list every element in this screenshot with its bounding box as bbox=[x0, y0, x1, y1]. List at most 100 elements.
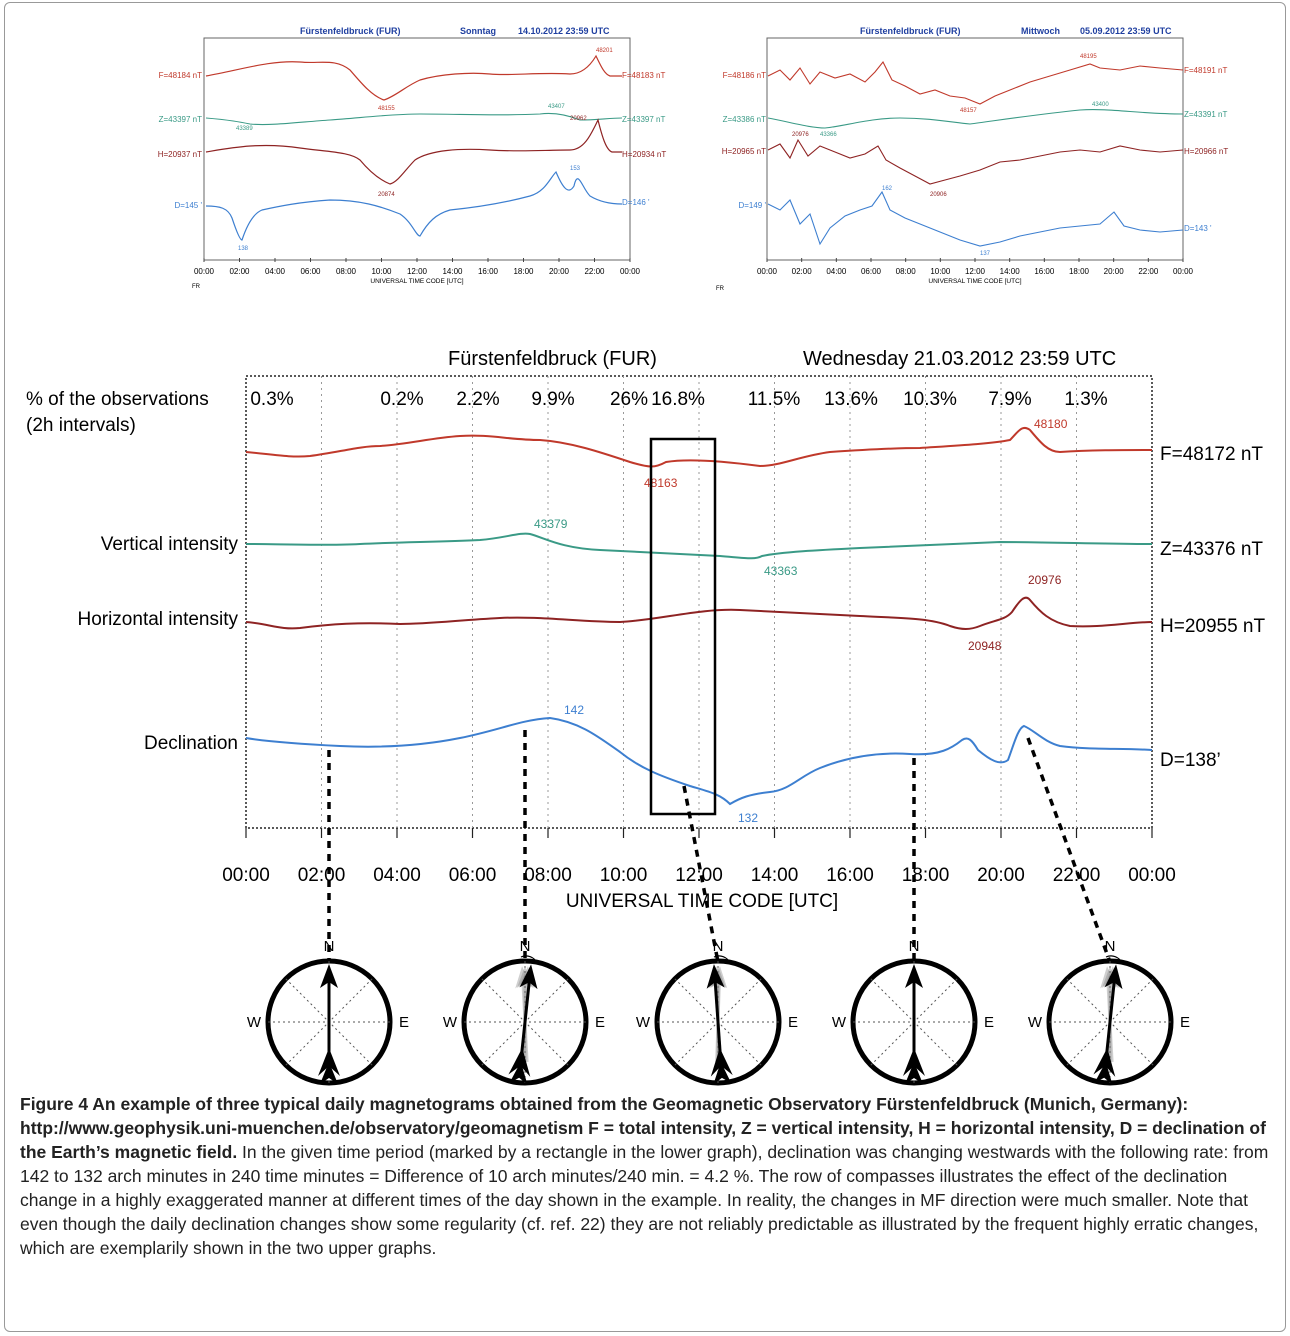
obs-percent-label: 0.3% bbox=[250, 389, 293, 410]
obs-percent-label: 11.5% bbox=[748, 389, 801, 410]
obs-percent-label: 7.9% bbox=[988, 389, 1031, 410]
tick-label: 14:00 bbox=[1000, 267, 1021, 276]
main-h-curve bbox=[245, 596, 1153, 630]
connector-line bbox=[1026, 737, 1112, 963]
obs-percent-row: 0.3% 0.2% 2.2% 9.9% 26% 16.8% 11.5% 13.6% 10.3% 7… bbox=[250, 389, 1107, 410]
main-annotation: 132 bbox=[738, 811, 758, 825]
tick-label: 04:00 bbox=[826, 267, 847, 276]
tr-annotation: 48195 bbox=[1080, 54, 1097, 60]
tick-label: 06:00 bbox=[861, 267, 882, 276]
tick-label: 08:00 bbox=[524, 865, 572, 886]
left-label-declination: Declination bbox=[144, 733, 238, 754]
tl-right-label-z: Z=43397 nT bbox=[622, 115, 665, 124]
compass-label-e: E bbox=[399, 1014, 409, 1031]
tick-label: 14:00 bbox=[751, 865, 799, 886]
obs-percent-label: 26% bbox=[610, 389, 648, 410]
right-label-f: F=48172 nT bbox=[1160, 444, 1263, 465]
tr-left-label-h: H=20965 nT bbox=[722, 147, 766, 156]
tick-label: 20:00 bbox=[1104, 267, 1125, 276]
tl-h-curve bbox=[205, 118, 622, 185]
compass: NSWE bbox=[247, 938, 409, 1086]
tl-annotation: 43389 bbox=[236, 126, 253, 132]
obs-percent-label: 16.8% bbox=[651, 389, 705, 410]
connector-line bbox=[682, 785, 720, 963]
tl-right-label-f: F=48183 nT bbox=[622, 71, 665, 80]
main-annotation: 48163 bbox=[644, 476, 678, 490]
rotation-arrow bbox=[520, 955, 538, 964]
compass-connectors bbox=[327, 730, 1112, 963]
compass-label-e: E bbox=[1180, 1014, 1190, 1031]
left-label-horizontal: Horizontal intensity bbox=[77, 609, 238, 630]
caption-title: Figure 4 An example of three typical dai… bbox=[20, 1094, 1266, 1162]
tl-annotation: 43407 bbox=[548, 104, 565, 110]
obs-label-sub: (2h intervals) bbox=[26, 415, 136, 436]
compass-needle bbox=[903, 964, 925, 1084]
tl-corner: FR bbox=[192, 284, 201, 290]
tick-label: 00:00 bbox=[194, 267, 215, 276]
main-annotation: 20948 bbox=[968, 639, 1002, 653]
compass-label-n: N bbox=[1105, 938, 1116, 955]
compass-label-e: E bbox=[788, 1014, 798, 1031]
tick-label: 00:00 bbox=[1173, 267, 1194, 276]
tl-day: Sonntag bbox=[460, 26, 496, 36]
tl-xlabel: UNIVERSAL TIME CODE [UTC] bbox=[370, 278, 463, 285]
compass-label-w: W bbox=[247, 1014, 262, 1031]
compass-label-w: W bbox=[832, 1014, 847, 1031]
tr-x-ticks: 00:00 02:00 04:00 06:00 08:00 10:00 12:00 14:00… bbox=[757, 258, 1194, 276]
obs-percent-label: 0.2% bbox=[380, 389, 423, 410]
obs-percent-label: 13.6% bbox=[824, 389, 878, 410]
tl-date: 14.10.2012 23:59 UTC bbox=[518, 26, 610, 36]
compass-label-w: W bbox=[443, 1014, 458, 1031]
left-label-vertical: Vertical intensity bbox=[101, 534, 239, 555]
magnetogram-top-left: Fürstenfeldbruck (FUR) Sonntag 14.10.201… bbox=[158, 26, 667, 290]
tick-label: 22:00 bbox=[584, 267, 605, 276]
compass-label-e: E bbox=[984, 1014, 994, 1031]
tr-day: Mittwoch bbox=[1021, 26, 1060, 36]
tr-right-label-h: H=20966 nT bbox=[1184, 147, 1228, 156]
tr-left-label-f: F=48186 nT bbox=[723, 71, 766, 80]
figure: Fürstenfeldbruck (FUR) Sonntag 14.10.201… bbox=[26, 26, 1265, 1086]
obs-percent-label: 10.3% bbox=[903, 389, 957, 410]
tl-annotation: 153 bbox=[570, 166, 581, 172]
main-gridlines bbox=[321, 376, 1077, 828]
compass-needle bbox=[706, 964, 733, 1085]
tick-label: 18:00 bbox=[1069, 267, 1090, 276]
tick-label: 02:00 bbox=[298, 865, 346, 886]
tick-label: 00:00 bbox=[1128, 865, 1176, 886]
tl-annotation: 20962 bbox=[570, 116, 587, 122]
figure-frame bbox=[4, 2, 1286, 1332]
tick-label: 22:00 bbox=[1138, 267, 1159, 276]
right-label-d: D=138’ bbox=[1160, 750, 1221, 771]
magnetogram-top-right: Fürstenfeldbruck (FUR) Mittwoch 05.09.20… bbox=[716, 26, 1228, 292]
tl-right-label-d: D=146 ' bbox=[622, 198, 650, 207]
rotation-arrow bbox=[1105, 955, 1123, 964]
obs-label: % of the observations bbox=[26, 389, 209, 410]
compass-needle bbox=[1093, 964, 1123, 1085]
tr-left-label-z: Z=43386 nT bbox=[723, 115, 766, 124]
tl-annotation: 48155 bbox=[378, 106, 395, 112]
main-f-curve bbox=[245, 426, 1153, 468]
tick-label: 18:00 bbox=[902, 865, 950, 886]
tick-label: 02:00 bbox=[229, 267, 250, 276]
tick-label: 16:00 bbox=[478, 267, 499, 276]
main-annotation: 142 bbox=[564, 703, 584, 717]
tick-label: 00:00 bbox=[222, 865, 270, 886]
tick-label: 12:00 bbox=[407, 267, 428, 276]
tl-x-ticks: 00:00 02:00 04:00 06:00 08:00 10:00 12:00 14:00… bbox=[194, 258, 641, 276]
tick-label: 12:00 bbox=[675, 865, 723, 886]
main-z-curve bbox=[245, 532, 1153, 560]
tr-annotation: 20976 bbox=[792, 132, 809, 138]
tr-z-curve bbox=[767, 109, 1184, 129]
main-d-curve bbox=[245, 716, 1153, 806]
compass: NSWE bbox=[1028, 938, 1190, 1086]
tick-label: 04:00 bbox=[373, 865, 421, 886]
tl-left-label-d: D=145 ' bbox=[174, 201, 202, 210]
main-x-ticks: 00:00 02:00 04:00 06:00 08:00 10:00 12:00 14:00… bbox=[222, 828, 1176, 886]
tick-label: 14:00 bbox=[442, 267, 463, 276]
tr-annotation: 162 bbox=[882, 186, 893, 192]
tick-label: 08:00 bbox=[896, 267, 917, 276]
main-annotation: 43379 bbox=[534, 517, 568, 531]
tr-right-label-z: Z=43391 nT bbox=[1184, 110, 1227, 119]
compass-row: NSWENSWENSWENSWENSWE bbox=[247, 938, 1190, 1086]
tl-left-label-h: H=20937 nT bbox=[158, 150, 202, 159]
